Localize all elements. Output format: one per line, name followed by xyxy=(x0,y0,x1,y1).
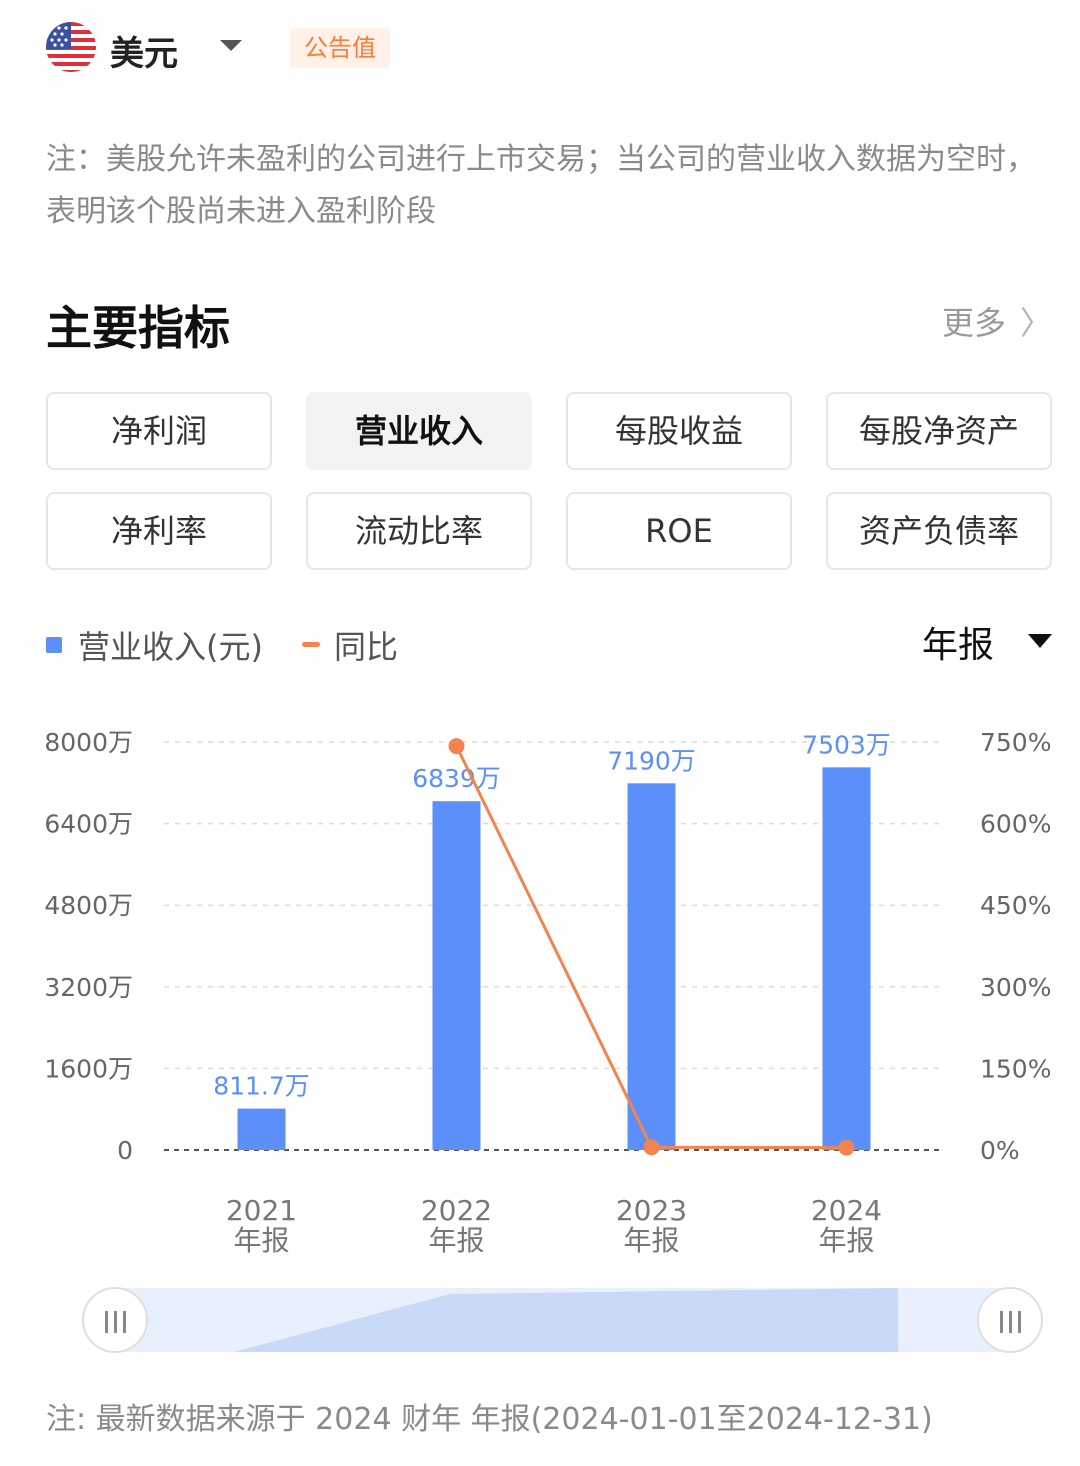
currency-name: 美元 xyxy=(110,34,178,74)
x-tick-period: 年报 xyxy=(428,1224,484,1257)
x-tick-year: 2021 xyxy=(226,1194,297,1227)
tab-revenue[interactable]: 营业收入 xyxy=(306,392,532,470)
bar-value-label: 7503万 xyxy=(802,730,891,759)
legend-revenue-label[interactable]: 营业收入(元) xyxy=(78,628,263,666)
bar-value-label: 811.7万 xyxy=(213,1072,310,1101)
caret-down-icon xyxy=(1028,634,1052,648)
legend-line-swatch xyxy=(302,642,320,647)
tab-roe[interactable]: ROE xyxy=(566,492,792,570)
more-label: 更多 xyxy=(941,304,1006,342)
y-left-tick-label: 0 xyxy=(117,1136,133,1165)
slider-left-handle[interactable] xyxy=(82,1287,148,1353)
period-label: 年报 xyxy=(921,625,994,666)
yoy-point xyxy=(838,1139,855,1156)
bar-value-label: 6839万 xyxy=(412,764,501,793)
y-right-tick-label: 600% xyxy=(980,810,1051,839)
bar-value-label: 7190万 xyxy=(607,746,696,775)
x-tick-period: 年报 xyxy=(818,1224,874,1257)
currency-selector[interactable]: 美元 公告值 xyxy=(46,20,646,74)
x-tick-year: 2024 xyxy=(811,1194,882,1227)
y-left-tick-label: 4800万 xyxy=(44,891,133,920)
y-left-tick-label: 3200万 xyxy=(44,973,133,1002)
y-left-tick-label: 6400万 xyxy=(44,810,133,839)
x-tick-period: 年报 xyxy=(623,1224,679,1257)
slider-preview xyxy=(234,1288,898,1352)
bar xyxy=(237,1108,286,1150)
chevron-right-icon: 〉 xyxy=(1019,304,1052,342)
legend-bar-swatch xyxy=(46,637,62,653)
revenue-chart: 0 0% 1600万 150% 3200万 300% 4800万 450% 6400万 600% 8… xyxy=(44,728,1051,1257)
y-left-tick-label: 1600万 xyxy=(44,1054,133,1083)
bar xyxy=(822,767,871,1150)
x-tick-period: 年报 xyxy=(233,1224,289,1257)
yoy-point xyxy=(643,1139,660,1156)
section-title: 主要指标 xyxy=(46,301,230,355)
y-right-tick-label: 150% xyxy=(980,1054,1051,1083)
bar xyxy=(432,801,481,1150)
y-right-tick-label: 0% xyxy=(980,1136,1020,1165)
legend-yoy-label[interactable]: 同比 xyxy=(334,628,399,666)
yoy-point xyxy=(448,738,465,755)
more-link[interactable]: 更多〉 xyxy=(942,298,1052,344)
chart-legend: 营业收入(元) 同比 xyxy=(46,620,546,668)
listing-note: 注：美股允许未盈利的公司进行上市交易；当公司的营业收入数据为空时，表明该个股尚未… xyxy=(46,142,1036,229)
chevron-down-icon[interactable] xyxy=(216,30,246,60)
x-tick-year: 2022 xyxy=(421,1194,492,1227)
y-right-tick-label: 300% xyxy=(980,973,1051,1002)
y-left-tick-label: 8000万 xyxy=(44,728,133,757)
tab-net-profit[interactable]: 净利润 xyxy=(46,392,272,470)
tab-debt-ratio[interactable]: 资产负债率 xyxy=(826,492,1052,570)
y-right-tick-label: 750% xyxy=(980,728,1051,757)
data-source-note: 注: 最新数据来源于 2024 财年 年报(2024-01-01至2024-12… xyxy=(46,1402,933,1437)
tab-eps[interactable]: 每股收益 xyxy=(566,392,792,470)
us-flag-icon xyxy=(46,22,96,72)
slider-right-handle[interactable] xyxy=(977,1287,1043,1353)
range-slider[interactable] xyxy=(82,1287,1043,1353)
tab-bvps[interactable]: 每股净资产 xyxy=(826,392,1052,470)
announced-value-badge: 公告值 xyxy=(290,28,390,68)
period-dropdown[interactable]: 年报 xyxy=(922,616,1052,668)
tab-current-ratio[interactable]: 流动比率 xyxy=(306,492,532,570)
y-right-tick-label: 450% xyxy=(980,891,1051,920)
tab-net-margin[interactable]: 净利率 xyxy=(46,492,272,570)
bar xyxy=(627,783,676,1150)
x-tick-year: 2023 xyxy=(616,1194,687,1227)
